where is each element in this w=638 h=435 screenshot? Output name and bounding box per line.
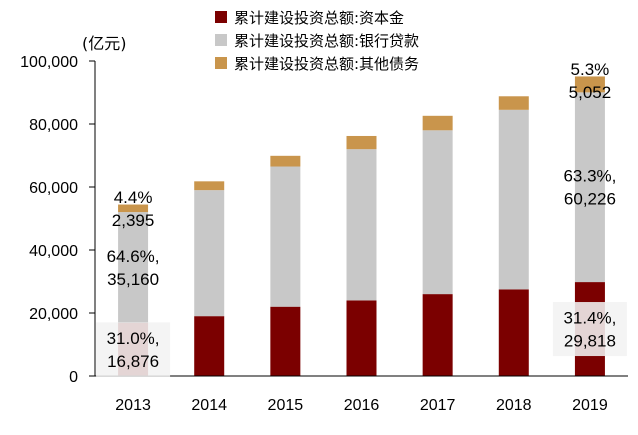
legend-label: 累计建设投资总额:资本金 [234, 9, 404, 27]
y-axis: 0 20,000 40,000 60,000 80,000 100,000 [20, 54, 96, 386]
bar-segment-series-1 [118, 212, 149, 323]
bar-segment-series-2 [574, 76, 605, 93]
bar-segment-series-1 [346, 149, 377, 301]
bar-segment-series-2 [194, 181, 225, 191]
legend-swatch [215, 11, 227, 23]
data-label: 63.3%, [563, 167, 616, 186]
data-label: 4.4% [114, 188, 153, 207]
bars [118, 76, 605, 376]
data-label-background [96, 322, 171, 377]
data-label: 60,226 [564, 190, 616, 209]
data-label: 5.3% [571, 60, 610, 79]
legend-swatch [215, 57, 227, 69]
bar-segment-series-2 [118, 204, 149, 213]
x-tick-label: 2015 [268, 397, 304, 414]
y-tick-label: 40,000 [29, 243, 78, 260]
bar-segment-series-0 [270, 306, 301, 376]
x-axis: 2013 2014 2015 2016 2017 2018 2019 [95, 375, 628, 414]
bar-segment-series-2 [498, 96, 529, 110]
y-axis-unit-label: (亿元) [82, 34, 127, 53]
bar-segment-series-1 [194, 190, 225, 317]
data-label-background [552, 302, 627, 357]
x-tick-label: 2013 [115, 397, 151, 414]
y-tick-label: 60,000 [29, 180, 78, 197]
data-label: 31.0%, [107, 329, 160, 348]
bar-segment-series-1 [498, 109, 529, 290]
data-label: 35,160 [107, 270, 159, 289]
data-label: 29,818 [564, 332, 616, 351]
x-tick-label: 2016 [344, 397, 380, 414]
data-label: 2,395 [112, 211, 155, 230]
y-tick-label: 100,000 [20, 54, 78, 71]
bar-segment-series-2 [422, 115, 453, 131]
bar-segment-series-2 [270, 155, 301, 167]
y-tick-label: 80,000 [29, 117, 78, 134]
bar-segment-series-1 [270, 166, 301, 307]
bar-segment-series-1 [422, 130, 453, 295]
data-label: 64.6%, [107, 247, 160, 266]
bar-segment-series-0 [422, 294, 453, 376]
y-tick-label: 0 [69, 369, 78, 386]
x-tick-label: 2019 [572, 397, 608, 414]
data-label: 5,052 [569, 83, 612, 102]
legend-label: 累计建设投资总额:其他债务 [234, 55, 419, 73]
x-tick-label: 2017 [420, 397, 456, 414]
x-tick-label: 2018 [496, 397, 532, 414]
y-tick-label: 20,000 [29, 306, 78, 323]
data-label: 31.4%, [563, 309, 616, 328]
x-tick-label: 2014 [191, 397, 227, 414]
legend-swatch [215, 34, 227, 46]
data-label: 16,876 [107, 352, 159, 371]
legend-label: 累计建设投资总额:银行贷款 [234, 32, 419, 50]
bar-segment-series-1 [574, 92, 605, 283]
bar-segment-series-0 [346, 300, 377, 376]
bar-segment-series-2 [346, 135, 377, 150]
bar-segment-series-0 [194, 316, 225, 376]
data-labels: 31.0%, 16,876 64.6%, 35,160 4.4% 2,395 31.4%, 2… [96, 60, 627, 377]
bar-segment-series-0 [498, 289, 529, 376]
